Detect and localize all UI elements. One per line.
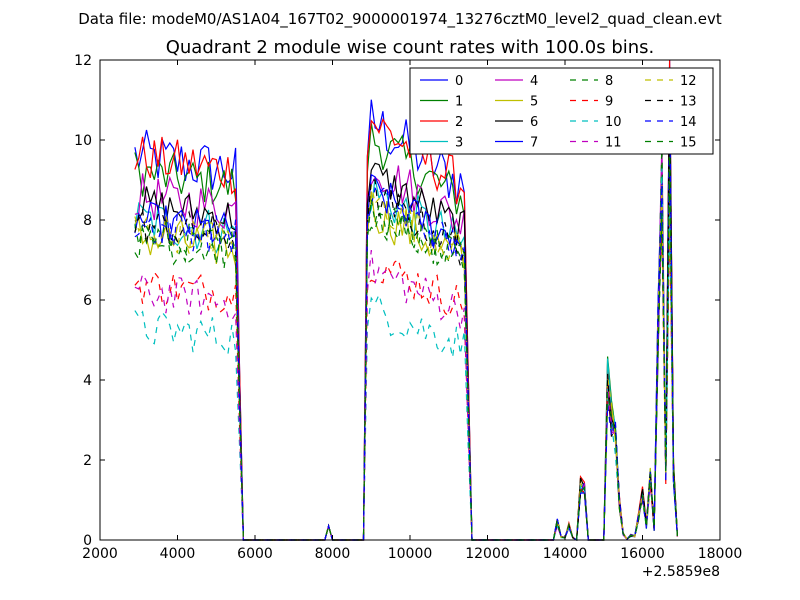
x-tick-label: 6000 bbox=[237, 546, 273, 562]
legend-label-7: 7 bbox=[530, 136, 538, 151]
x-tick-label: 16000 bbox=[620, 546, 665, 562]
legend-label-0: 0 bbox=[455, 74, 463, 89]
x-tick-label: 12000 bbox=[465, 546, 510, 562]
legend-label-2: 2 bbox=[455, 115, 463, 130]
legend-label-15: 15 bbox=[680, 136, 697, 151]
legend-label-4: 4 bbox=[530, 74, 538, 89]
y-tick-label: 12 bbox=[74, 53, 92, 69]
legend-label-11: 11 bbox=[605, 136, 622, 151]
plot-area: 2000 4000 6000 8000 10000 12000 14000 16000 1800… bbox=[74, 53, 742, 562]
x-tick-label: 18000 bbox=[698, 546, 743, 562]
y-tick-label: 0 bbox=[83, 533, 92, 549]
x-tick-label: 8000 bbox=[315, 546, 351, 562]
legend-label-3: 3 bbox=[455, 136, 463, 151]
x-tick-label: 14000 bbox=[543, 546, 588, 562]
y-tick-label: 8 bbox=[83, 213, 92, 229]
legend-label-1: 1 bbox=[455, 95, 463, 110]
x-offset-label: +2.5859e8 bbox=[642, 564, 720, 580]
y-tick-label: 6 bbox=[83, 293, 92, 309]
y-tick-label: 10 bbox=[74, 133, 92, 149]
legend-label-5: 5 bbox=[530, 95, 538, 110]
legend-label-9: 9 bbox=[605, 95, 613, 110]
legend-label-13: 13 bbox=[680, 95, 697, 110]
x-tick-label: 2000 bbox=[82, 546, 118, 562]
legend-box bbox=[409, 67, 714, 155]
series-line-1 bbox=[134, 90, 678, 542]
y-tick-label: 2 bbox=[83, 453, 92, 469]
series-line-13 bbox=[134, 128, 678, 542]
chart-title: Quadrant 2 module wise count rates with … bbox=[166, 37, 655, 58]
legend-label-12: 12 bbox=[680, 74, 697, 89]
x-tick-label: 4000 bbox=[160, 546, 196, 562]
series-line-12 bbox=[134, 184, 678, 542]
suptitle: Data file: modeM0/AS1A04_167T02_90000019… bbox=[78, 10, 722, 29]
series-line-14 bbox=[134, 87, 678, 542]
ticks-layer: 2000 4000 6000 8000 10000 12000 14000 16000 1800… bbox=[74, 53, 742, 562]
y-tick-label: 4 bbox=[83, 373, 92, 389]
legend-label-8: 8 bbox=[605, 74, 613, 89]
series-line-15 bbox=[134, 149, 678, 541]
series-layer bbox=[134, 59, 678, 542]
legend-label-14: 14 bbox=[680, 115, 697, 130]
series-line-9 bbox=[134, 218, 678, 542]
series-line-5 bbox=[134, 191, 678, 542]
legend-label-6: 6 bbox=[530, 115, 538, 130]
x-tick-label: 10000 bbox=[388, 546, 433, 562]
legend-label-10: 10 bbox=[605, 115, 622, 130]
series-line-7 bbox=[134, 173, 678, 542]
